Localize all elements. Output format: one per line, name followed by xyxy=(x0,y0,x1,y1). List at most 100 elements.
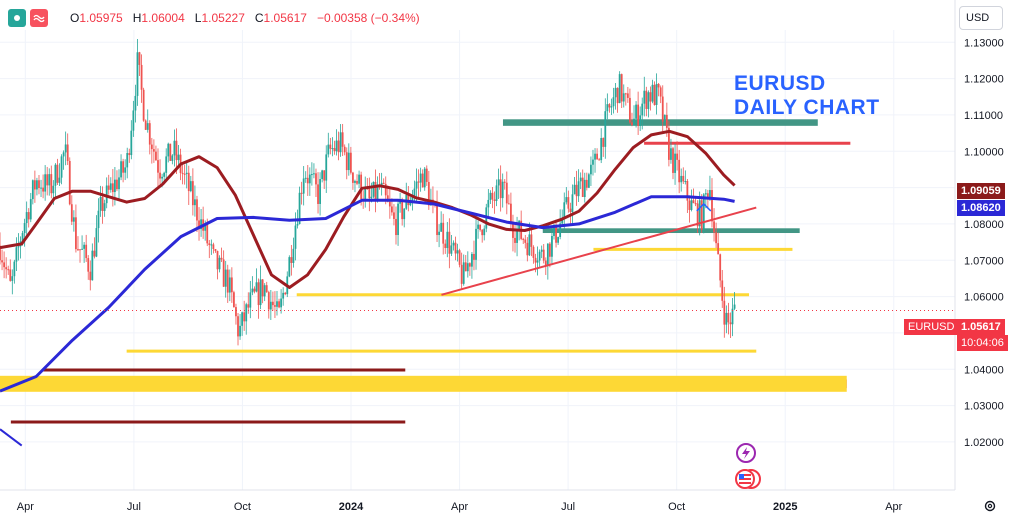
candle-body xyxy=(446,231,449,249)
y-tick-label: 1.02000 xyxy=(964,437,1004,449)
candle-body xyxy=(606,104,609,112)
candle-body xyxy=(33,180,36,190)
candle-body xyxy=(374,181,377,200)
candle-body xyxy=(5,267,8,270)
candle-body xyxy=(0,245,1,261)
candle-body xyxy=(725,312,728,325)
candle-body xyxy=(31,180,34,200)
settings-gear-icon[interactable] xyxy=(983,499,997,513)
candle-body xyxy=(709,190,711,197)
candle-body xyxy=(333,148,336,152)
candle-body xyxy=(372,181,375,197)
candle-body xyxy=(635,104,637,119)
candle-body xyxy=(700,200,703,230)
candle-body xyxy=(626,93,629,98)
candle-body xyxy=(733,304,736,309)
candle-body xyxy=(38,180,40,189)
open-value: 1.05975 xyxy=(79,11,123,25)
ma-fast-price-tag: 1.09059 xyxy=(957,183,1005,199)
us-flag-icon xyxy=(735,469,761,489)
candle-body xyxy=(142,89,145,121)
x-tick-label: Oct xyxy=(668,501,685,513)
candle-body xyxy=(491,192,494,200)
candle-body xyxy=(226,269,229,293)
candle-body xyxy=(181,172,184,174)
candle-body xyxy=(713,221,715,233)
candle-body xyxy=(665,114,668,128)
candle-body xyxy=(81,248,83,250)
candle-body xyxy=(116,179,118,190)
candle-body xyxy=(423,168,426,188)
chart-title-line-2: DAILY CHART xyxy=(734,96,880,119)
candle-body xyxy=(544,260,547,266)
ohlc-values: O1.05975 H1.06004 L1.05227 C1.05617 −0.0… xyxy=(70,11,420,25)
candle-body xyxy=(581,177,584,197)
low-value: 1.05227 xyxy=(201,11,245,25)
candle-body xyxy=(356,180,358,184)
candle-body xyxy=(657,83,660,88)
candle-body xyxy=(629,97,631,123)
candle-body xyxy=(436,204,438,236)
candle-body xyxy=(345,152,348,171)
candle-body xyxy=(9,269,12,281)
candle-body xyxy=(419,173,422,183)
candle-body xyxy=(325,154,328,181)
compare-button[interactable] xyxy=(30,9,48,27)
candle-body xyxy=(456,250,459,254)
eye-icon xyxy=(14,15,20,21)
candle-body xyxy=(688,200,691,210)
candle-body xyxy=(155,151,157,161)
candle-body xyxy=(608,104,611,108)
candle-body xyxy=(235,307,237,317)
event-icon-lightning[interactable] xyxy=(736,443,756,463)
candle-body xyxy=(111,183,114,193)
candle-body xyxy=(224,269,227,287)
candle-body xyxy=(36,180,38,190)
candle-body xyxy=(251,288,254,293)
candle-body xyxy=(23,223,26,234)
candle-body xyxy=(442,222,445,244)
low-label: L xyxy=(194,11,202,25)
candle-body xyxy=(128,153,131,156)
event-icon-us-flag[interactable] xyxy=(734,468,762,490)
indicator-toggle-button[interactable] xyxy=(8,9,26,27)
candle-body xyxy=(288,257,291,277)
candle-body xyxy=(514,237,516,243)
moving-averages xyxy=(0,129,736,393)
candle-body xyxy=(622,93,625,102)
candle-body xyxy=(103,203,106,211)
candle-body xyxy=(692,200,695,204)
x-tick-label: Apr xyxy=(885,501,902,513)
candle-body xyxy=(300,192,303,194)
y-tick-label: 1.03000 xyxy=(964,401,1004,413)
candle-body xyxy=(452,242,455,246)
candle-body xyxy=(354,180,356,183)
candle-body xyxy=(399,201,402,204)
candle-body xyxy=(50,174,53,194)
candle-body xyxy=(516,229,518,243)
candle-body xyxy=(118,177,120,190)
currency-button[interactable]: USD xyxy=(959,6,1003,30)
candle-body xyxy=(682,175,685,182)
candle-body xyxy=(66,144,69,161)
candle-body xyxy=(592,159,594,165)
candle-body xyxy=(46,174,49,186)
x-tick-label: Oct xyxy=(234,501,251,513)
ma-fast-line xyxy=(0,129,736,289)
candle-body xyxy=(56,164,59,183)
candle-body xyxy=(3,262,6,268)
candle-body xyxy=(610,106,613,108)
candle-body xyxy=(454,242,457,254)
candle-body xyxy=(594,153,596,160)
y-tick-label: 1.10000 xyxy=(964,146,1004,158)
candle-body xyxy=(220,257,223,260)
candle-body xyxy=(551,235,553,257)
candle-body xyxy=(15,247,18,262)
candle-body xyxy=(157,160,159,173)
candle-body xyxy=(540,249,543,252)
candle-body xyxy=(559,223,562,238)
candle-body xyxy=(134,95,137,111)
candle-body xyxy=(214,248,217,251)
